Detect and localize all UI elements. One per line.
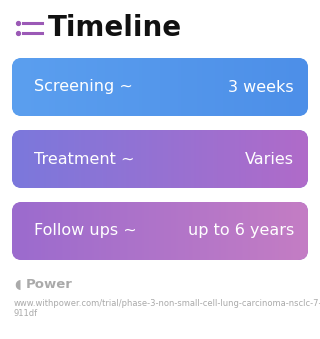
FancyBboxPatch shape xyxy=(12,130,308,188)
Text: Screening ~: Screening ~ xyxy=(34,80,133,95)
Text: ◖: ◖ xyxy=(14,279,20,292)
FancyBboxPatch shape xyxy=(12,58,308,116)
Text: 3 weeks: 3 weeks xyxy=(228,80,294,95)
Text: Varies: Varies xyxy=(245,152,294,166)
Text: Timeline: Timeline xyxy=(48,14,182,42)
Text: Treatment ~: Treatment ~ xyxy=(34,152,134,166)
Text: up to 6 years: up to 6 years xyxy=(188,223,294,239)
Text: Power: Power xyxy=(26,279,73,292)
FancyBboxPatch shape xyxy=(12,202,308,260)
Text: Follow ups ~: Follow ups ~ xyxy=(34,223,137,239)
Text: www.withpower.com/trial/phase-3-non-small-cell-lung-carcinoma-nsclc-7-2022-
911d: www.withpower.com/trial/phase-3-non-smal… xyxy=(14,299,320,318)
